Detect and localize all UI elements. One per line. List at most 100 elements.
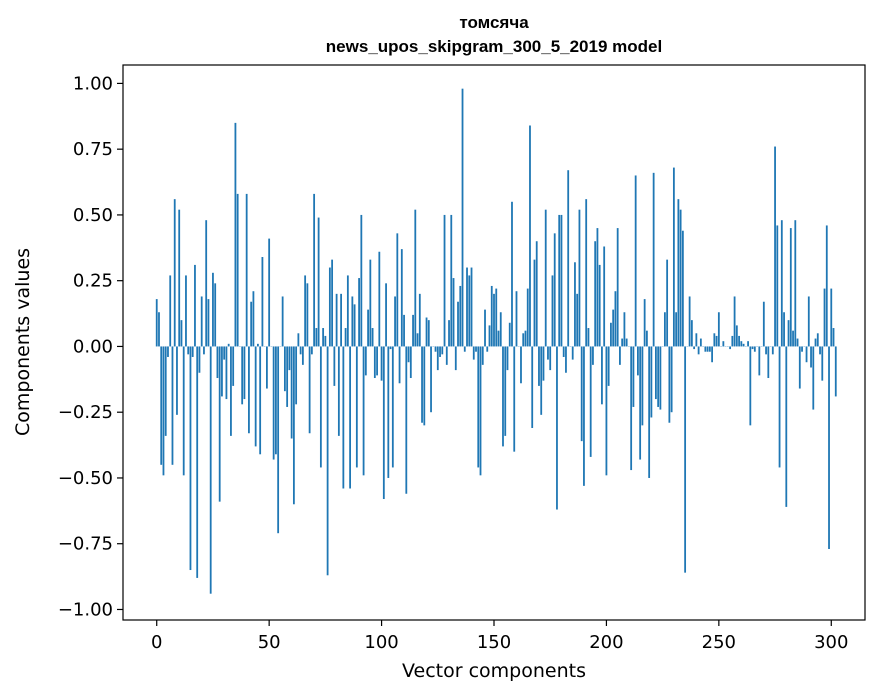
bar <box>349 346 351 489</box>
bar <box>355 346 358 468</box>
bar <box>684 346 687 573</box>
x-tick-label: 100 <box>364 632 398 653</box>
bar <box>194 264 196 347</box>
bar <box>173 199 176 347</box>
bar <box>677 199 680 347</box>
bar <box>706 346 709 352</box>
bar <box>796 338 799 347</box>
bar <box>538 346 540 386</box>
bar <box>526 288 529 347</box>
bar <box>632 346 635 407</box>
bar <box>547 346 549 360</box>
bar <box>337 346 340 436</box>
bar <box>416 333 419 347</box>
bar <box>178 209 181 347</box>
bar <box>495 288 498 347</box>
bar <box>614 291 617 347</box>
bar <box>654 346 657 400</box>
bar <box>749 346 752 426</box>
bar <box>308 346 311 434</box>
bar <box>783 312 785 347</box>
bar <box>587 328 590 347</box>
bar <box>254 346 257 447</box>
bar <box>468 275 471 347</box>
bar <box>207 299 210 347</box>
bar <box>227 343 230 347</box>
bar <box>778 346 781 468</box>
bar <box>747 341 749 347</box>
bar <box>409 346 412 379</box>
bar <box>825 225 828 347</box>
bar <box>823 288 826 347</box>
bar <box>762 301 765 347</box>
bar <box>753 346 756 352</box>
y-tick-label: −1.00 <box>58 599 113 620</box>
bar <box>376 346 378 376</box>
bar <box>558 214 561 347</box>
bar <box>333 346 336 386</box>
bar <box>807 296 810 347</box>
bar <box>731 335 734 347</box>
bar <box>290 346 293 439</box>
bar <box>792 330 794 347</box>
bar <box>351 296 354 347</box>
bar <box>459 285 462 347</box>
bars-group <box>155 88 837 594</box>
bar <box>236 193 239 347</box>
bar <box>504 346 507 436</box>
bar <box>394 296 396 347</box>
bar <box>695 333 698 347</box>
bar <box>565 346 567 373</box>
y-tick-label: 1.00 <box>73 73 113 94</box>
bar <box>819 346 821 355</box>
bar <box>652 172 655 347</box>
bar <box>317 217 320 347</box>
bar <box>574 262 576 347</box>
bar <box>583 346 585 486</box>
bar <box>657 346 660 407</box>
bar <box>771 346 774 355</box>
bar <box>209 346 212 594</box>
bar <box>245 193 248 347</box>
bar <box>556 346 558 510</box>
bar <box>690 320 693 347</box>
bar <box>553 233 556 347</box>
y-axis-ticks: 1.00 0.75 0.50 0.25 0.00 −0.25 −0.50 −0.75 −1.00 <box>58 73 123 620</box>
bar <box>729 346 731 350</box>
bar <box>362 346 365 476</box>
bar <box>232 346 235 386</box>
bar <box>398 346 401 384</box>
bar <box>257 343 259 347</box>
bar <box>751 346 754 350</box>
bar <box>272 346 275 460</box>
bar <box>812 346 815 410</box>
bar <box>385 283 387 347</box>
bar <box>400 249 403 347</box>
bar <box>319 346 322 468</box>
bar <box>508 322 511 347</box>
x-tick-label: 150 <box>477 632 511 653</box>
bar <box>688 296 691 347</box>
bar <box>412 314 414 347</box>
bar <box>470 267 473 347</box>
bar <box>785 346 788 507</box>
bar <box>794 220 797 347</box>
chart-title-line1: томсяча <box>459 13 529 32</box>
bar <box>448 320 450 347</box>
bar <box>533 259 536 347</box>
bar <box>457 301 459 347</box>
bar <box>425 317 428 347</box>
bar <box>214 283 217 347</box>
bar <box>511 201 513 347</box>
bar <box>742 343 745 347</box>
bar <box>567 170 570 347</box>
x-axis-label: Vector components <box>402 660 586 682</box>
bar <box>230 346 232 436</box>
bar <box>324 335 327 347</box>
bar <box>164 346 167 436</box>
bar <box>717 312 720 347</box>
bar <box>670 346 673 413</box>
bar <box>450 214 453 347</box>
bar <box>299 346 302 355</box>
bar <box>634 175 637 347</box>
